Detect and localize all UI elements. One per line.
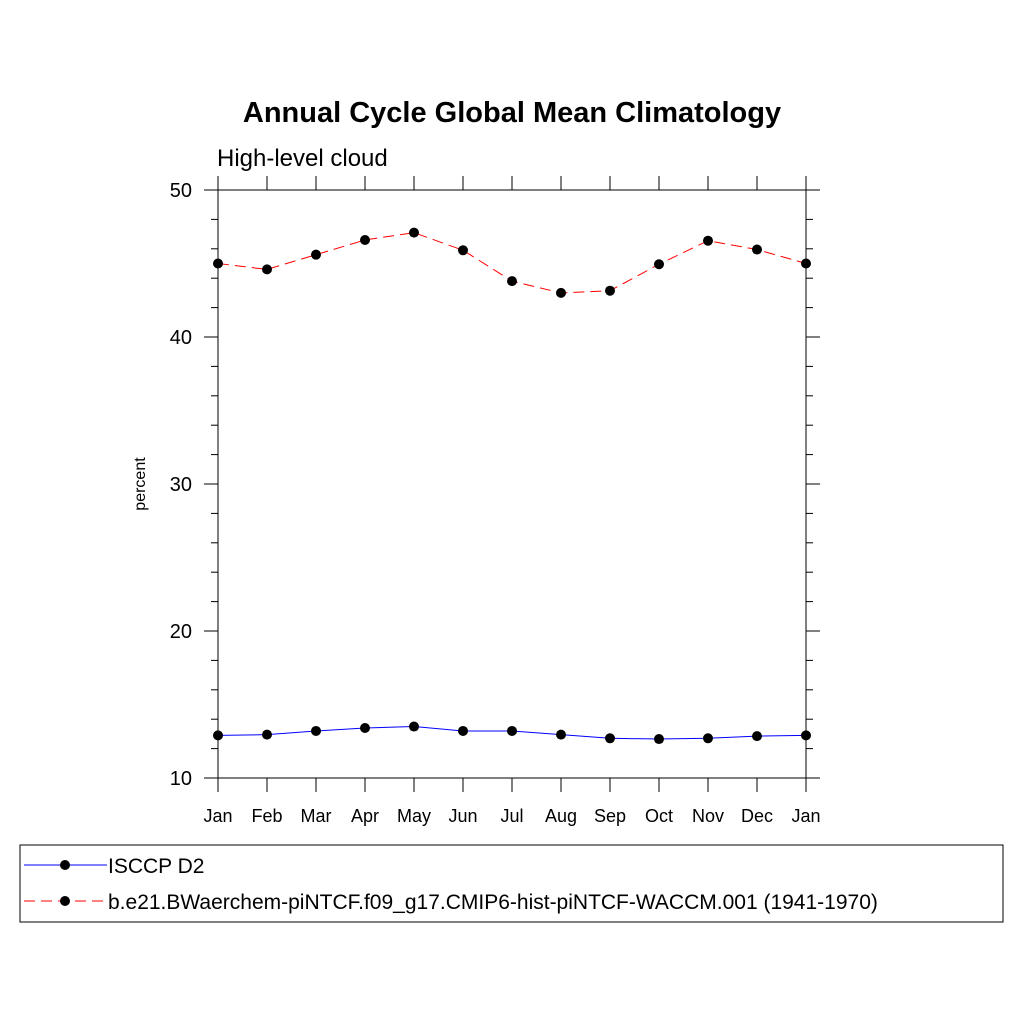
- y-tick-label: 50: [170, 180, 192, 202]
- x-tick-label: Aug: [545, 806, 577, 826]
- x-tick-label: Mar: [301, 806, 332, 826]
- data-point: [360, 234, 370, 245]
- x-tick-label: Dec: [741, 806, 773, 826]
- legend-box: [19, 844, 1004, 923]
- data-point: [262, 729, 272, 740]
- y-tick-label: 10: [170, 768, 192, 790]
- legend-label: ISCCP D2: [108, 855, 204, 878]
- data-point: [654, 734, 664, 745]
- data-point: [507, 276, 517, 287]
- data-point: [556, 729, 566, 740]
- data-point: [311, 725, 321, 736]
- x-tick-label: Nov: [692, 806, 724, 826]
- legend: ISCCP D2 b.e21.BWaerchem-piNTCF.f09_g17.C…: [19, 844, 1004, 923]
- data-point: [752, 244, 762, 255]
- data-point: [801, 258, 811, 269]
- y-tick-label: 40: [170, 327, 192, 349]
- data-point: [458, 245, 468, 256]
- y-axis-label: percent: [132, 457, 149, 511]
- y-tick-label: 30: [170, 474, 192, 496]
- data-point: [262, 264, 272, 275]
- data-point: [409, 721, 419, 732]
- legend-swatch-marker: [60, 860, 70, 870]
- x-tick-label: Jan: [203, 806, 232, 826]
- data-point: [703, 733, 713, 744]
- data-point: [409, 227, 419, 238]
- data-point: [213, 730, 223, 741]
- x-tick-label: Jan: [791, 806, 820, 826]
- data-point: [213, 258, 223, 269]
- x-tick-label: Oct: [645, 806, 673, 826]
- data-point: [703, 235, 713, 246]
- data-point: [360, 723, 370, 734]
- legend-label: b.e21.BWaerchem-piNTCF.f09_g17.CMIP6-his…: [108, 891, 878, 914]
- data-point: [605, 285, 615, 296]
- x-axis-ticks: Jan Feb Mar Apr May Jun Jul Aug Sep Oct Nov Dec Jan: [203, 176, 821, 826]
- y-axis-ticks: 10 20 30 40 50: [170, 180, 820, 790]
- data-point: [458, 725, 468, 736]
- x-tick-label: Apr: [351, 806, 379, 826]
- chart-title: Annual Cycle Global Mean Climatology: [243, 97, 781, 129]
- legend-items: ISCCP D2 b.e21.BWaerchem-piNTCF.f09_g17.C…: [24, 855, 878, 914]
- series-2: [213, 227, 811, 298]
- chart-subtitle: High-level cloud: [217, 145, 388, 172]
- data-point: [752, 731, 762, 742]
- x-tick-label: Jun: [448, 806, 477, 826]
- data-point: [507, 725, 517, 736]
- series-1: [213, 721, 811, 745]
- data-point: [801, 730, 811, 741]
- series-layer: [213, 227, 811, 745]
- data-point: [605, 733, 615, 744]
- y-tick-label: 20: [170, 621, 192, 643]
- x-tick-label: Feb: [251, 806, 282, 826]
- x-tick-label: Jul: [500, 806, 523, 826]
- legend-swatch-marker: [60, 896, 70, 906]
- data-point: [654, 259, 664, 270]
- x-tick-label: May: [397, 806, 431, 826]
- x-tick-label: Sep: [594, 806, 626, 826]
- data-point: [311, 249, 321, 260]
- data-point: [556, 287, 566, 298]
